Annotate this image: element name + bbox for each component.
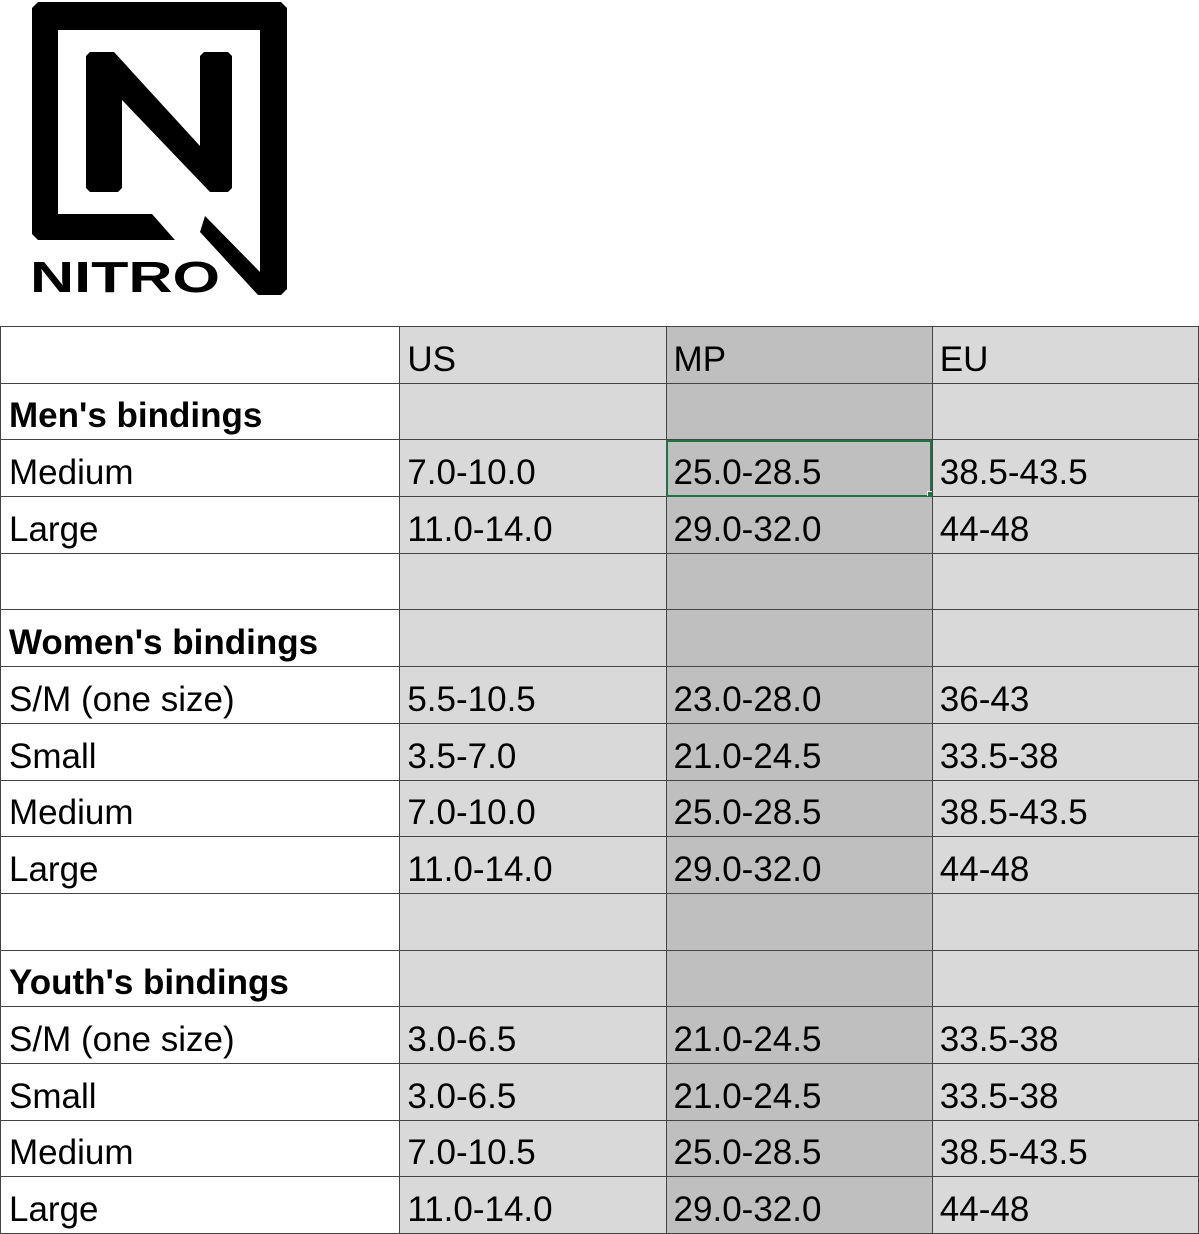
us-cell[interactable] [399,892,667,951]
eu-cell[interactable] [931,552,1199,611]
table-row: Large 11.0-14.0 29.0-32.0 44-48 [0,496,1199,554]
eu-cell[interactable]: 36-43 [931,666,1199,724]
eu-cell[interactable]: 38.5-43.5 [931,1119,1199,1178]
label-cell[interactable]: Medium [0,439,401,498]
eu-cell[interactable]: 44-48 [931,1176,1199,1234]
us-cell[interactable]: 7.0-10.5 [399,1119,667,1178]
label-cell[interactable]: S/M (one size) [0,666,401,724]
mp-cell[interactable]: 25.0-28.5 [665,779,933,838]
label-cell[interactable]: Women's bindings [0,609,401,668]
us-cell[interactable]: 11.0-14.0 [399,836,667,894]
eu-cell[interactable]: 44-48 [931,836,1199,894]
header-cell-eu[interactable]: EU [931,326,1199,384]
eu-cell[interactable]: 44-48 [931,496,1199,554]
eu-cell[interactable]: 38.5-43.5 [931,439,1199,498]
us-cell[interactable]: 3.0-6.5 [399,1062,667,1121]
label-cell[interactable]: Large [0,1176,401,1234]
eu-cell[interactable]: 33.5-38 [931,722,1199,781]
mp-cell[interactable]: 29.0-32.0 [665,496,933,554]
table-row: Medium 7.0-10.0 25.0-28.5 38.5-43.5 [0,439,1199,498]
mp-cell[interactable]: 29.0-32.0 [665,836,933,894]
mp-cell[interactable]: 25.0-28.5 [665,1119,933,1178]
label-cell[interactable]: Large [0,836,401,894]
fill-handle[interactable] [926,491,932,496]
table-row [0,552,1199,611]
eu-cell[interactable] [931,949,1199,1008]
us-cell[interactable] [399,552,667,611]
mp-cell[interactable]: 21.0-24.5 [665,722,933,781]
label-cell[interactable]: Large [0,496,401,554]
table-row: Medium 7.0-10.0 25.0-28.5 38.5-43.5 [0,779,1199,838]
section-row: Women's bindings [0,609,1199,668]
header-cell-empty[interactable] [0,326,401,384]
logo-text: NITRO [30,253,220,302]
table-row [0,892,1199,951]
label-cell[interactable]: S/M (one size) [0,1006,401,1064]
label-cell[interactable]: Medium [0,779,401,838]
logo-n-letter [86,52,232,192]
us-cell[interactable]: 11.0-14.0 [399,1176,667,1234]
us-cell[interactable]: 3.0-6.5 [399,1006,667,1064]
eu-cell[interactable]: 38.5-43.5 [931,779,1199,838]
mp-cell[interactable] [665,949,933,1008]
mp-cell[interactable]: 29.0-32.0 [665,1176,933,1234]
table-row: Large 11.0-14.0 29.0-32.0 44-48 [0,836,1199,894]
us-cell[interactable]: 11.0-14.0 [399,496,667,554]
us-cell[interactable] [399,949,667,1008]
binding-size-table: US MP EU Men's bindings Medium 7.0-10.0 25.… [0,326,1199,1234]
eu-cell[interactable] [931,609,1199,668]
nitro-logo: NITRO [30,2,287,302]
table-row: S/M (one size) 3.0-6.5 21.0-24.5 33.5-38 [0,1006,1199,1064]
section-row: Men's bindings [0,382,1199,441]
mp-cell[interactable] [665,552,933,611]
us-cell[interactable]: 3.5-7.0 [399,722,667,781]
label-cell[interactable] [0,552,401,611]
mp-cell[interactable]: 21.0-24.5 [665,1006,933,1064]
us-cell[interactable]: 5.5-10.5 [399,666,667,724]
section-row: Youth's bindings [0,949,1199,1008]
us-cell[interactable]: 7.0-10.0 [399,779,667,838]
table-row: Small 3.0-6.5 21.0-24.5 33.5-38 [0,1062,1199,1121]
us-cell[interactable]: 7.0-10.0 [399,439,667,498]
us-cell[interactable] [399,609,667,668]
label-cell[interactable]: Small [0,1062,401,1121]
header-cell-mp[interactable]: MP [665,326,933,384]
label-cell[interactable]: Youth's bindings [0,949,401,1008]
mp-cell[interactable]: 23.0-28.0 [665,666,933,724]
eu-cell[interactable]: 33.5-38 [931,1062,1199,1121]
mp-cell[interactable] [665,382,933,441]
header-cell-us[interactable]: US [399,326,667,384]
label-cell[interactable]: Small [0,722,401,781]
table-row: Medium 7.0-10.5 25.0-28.5 38.5-43.5 [0,1119,1199,1178]
table-row: S/M (one size) 5.5-10.5 23.0-28.0 36-43 [0,666,1199,724]
label-cell[interactable] [0,892,401,951]
eu-cell[interactable]: 33.5-38 [931,1006,1199,1064]
eu-cell[interactable] [931,382,1199,441]
table-row: Small 3.5-7.0 21.0-24.5 33.5-38 [0,722,1199,781]
mp-cell[interactable]: 21.0-24.5 [665,1062,933,1121]
us-cell[interactable] [399,382,667,441]
table-row: Large 11.0-14.0 29.0-32.0 44-48 [0,1176,1199,1234]
label-cell[interactable]: Medium [0,1119,401,1178]
mp-cell[interactable]: 25.0-28.5 [665,439,933,498]
mp-cell[interactable] [665,892,933,951]
mp-cell[interactable] [665,609,933,668]
label-cell[interactable]: Men's bindings [0,382,401,441]
logo-frame [32,2,287,295]
eu-cell[interactable] [931,892,1199,951]
header-row: US MP EU [0,326,1199,384]
